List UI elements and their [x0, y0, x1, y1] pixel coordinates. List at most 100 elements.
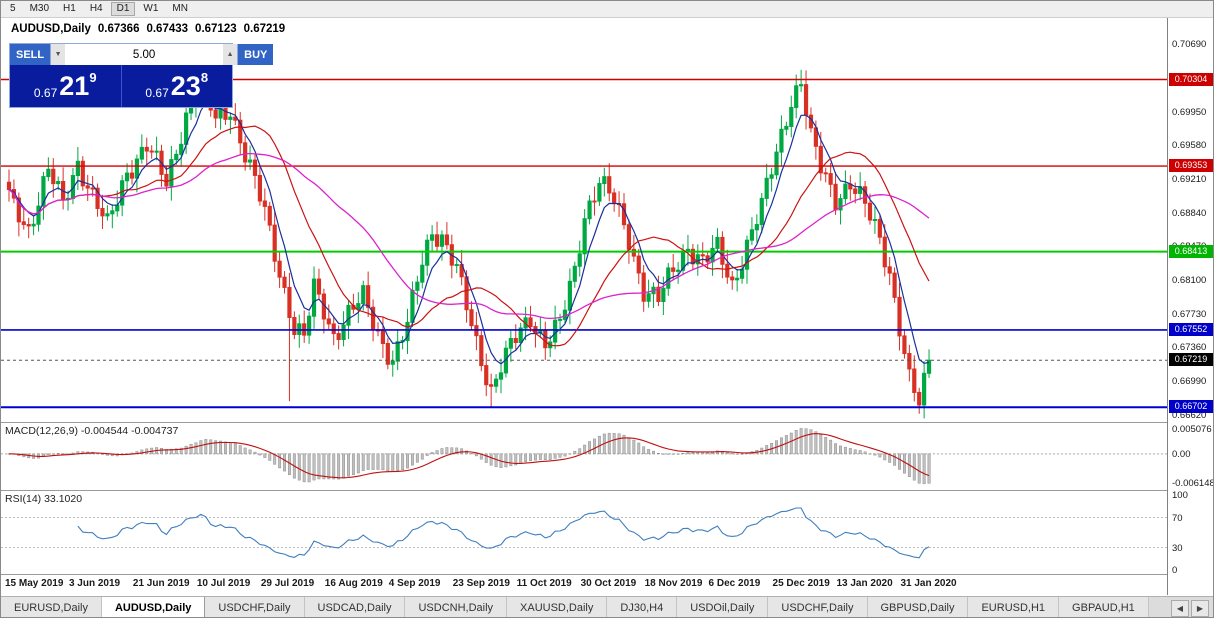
macd-histogram-bar [538, 453, 542, 460]
tab-dj30-h4[interactable]: DJ30,H4 [607, 597, 678, 617]
macd-histogram-bar [794, 430, 798, 455]
timeframe-m30-button[interactable]: M30 [24, 2, 55, 16]
candle-body [277, 260, 282, 278]
price-axis-label: 0.69210 [1172, 174, 1207, 186]
candle-body [257, 174, 263, 202]
candle-body [892, 272, 897, 298]
candle-body [897, 296, 902, 337]
candle-body [754, 224, 759, 231]
volume-increase-button[interactable]: ▲ [223, 44, 238, 65]
candle-body [543, 329, 548, 349]
sell-price-display[interactable]: 0.67 21 9 [10, 65, 122, 107]
tab-usdchf-daily-2[interactable]: USDCHF,Daily [768, 597, 868, 617]
macd-histogram-bar [588, 441, 592, 455]
candle-body [134, 158, 140, 179]
macd-histogram-bar [347, 453, 350, 477]
candle-body [833, 183, 838, 211]
candle-body [607, 176, 612, 194]
rsi-pane[interactable] [1, 491, 1167, 574]
timeframe-w1-button[interactable]: W1 [137, 2, 164, 16]
price-axis-label: 0.70690 [1172, 39, 1207, 51]
tab-usdoil-daily[interactable]: USDOil,Daily [677, 597, 769, 617]
macd-histogram-bar [898, 453, 901, 470]
price-axis-label: 0.69950 [1172, 106, 1207, 118]
candle-body [631, 248, 636, 257]
tab-usdchf-daily[interactable]: USDCHF,Daily [205, 597, 305, 617]
candle-body [336, 333, 341, 341]
macd-histogram-bar [356, 453, 360, 474]
macd-histogram-bar [524, 453, 528, 463]
macd-histogram-bar [184, 445, 188, 455]
macd-histogram-bar [804, 428, 808, 455]
volume-decrease-button[interactable]: ▼ [51, 44, 66, 65]
macd-histogram-bar [302, 453, 306, 483]
macd-histogram-bar [883, 453, 887, 461]
candle-body [774, 151, 779, 176]
macd-histogram-bar [243, 447, 247, 455]
candle-body [454, 264, 459, 267]
volume-input[interactable] [65, 44, 224, 65]
candle-body [562, 309, 568, 320]
macd-histogram-bar [612, 433, 616, 455]
chart-tab-bar: EURUSD,Daily AUDUSD,Daily USDCHF,Daily U… [1, 596, 1213, 617]
tab-eurusd-h1[interactable]: EURUSD,H1 [968, 597, 1060, 617]
candle-body [223, 107, 228, 120]
pane-divider[interactable] [1, 422, 1213, 423]
candle-body [744, 239, 750, 270]
tab-eurusd-daily[interactable]: EURUSD,Daily [1, 597, 102, 617]
candle-body [725, 263, 730, 278]
candle-body [51, 168, 56, 185]
buy-price-display[interactable]: 0.67 23 8 [122, 65, 233, 107]
timeframe-mn-button[interactable]: MN [166, 2, 194, 16]
candle-body [149, 150, 154, 153]
macd-histogram-bar [529, 453, 532, 462]
macd-histogram-bar [691, 452, 695, 455]
macd-histogram-bar [888, 453, 892, 463]
sell-button[interactable]: SELL [10, 44, 51, 65]
macd-indicator-label: MACD(12,26,9) -0.004544 -0.004737 [5, 425, 179, 437]
macd-pane[interactable] [1, 423, 1167, 490]
macd-histogram-bar [902, 453, 906, 474]
tab-usdcad-daily[interactable]: USDCAD,Daily [304, 597, 406, 617]
tab-xauusd-daily[interactable]: XAUUSD,Daily [507, 597, 608, 617]
candle-body [395, 341, 400, 362]
chart-high-value: 0.67433 [146, 23, 189, 35]
tab-usdcnh-daily[interactable]: USDCNH,Daily [405, 597, 508, 617]
pane-divider[interactable] [1, 490, 1213, 491]
candle-body [572, 265, 577, 282]
date-axis-label: 30 Oct 2019 [580, 578, 637, 589]
candle-body [129, 172, 135, 179]
candle-body [21, 221, 26, 225]
candle-body [799, 84, 804, 87]
candle-body [430, 234, 435, 241]
chart-close-value: 0.67219 [243, 23, 286, 35]
candle-body [838, 198, 843, 211]
tab-gbpusd-daily[interactable]: GBPUSD,Daily [867, 597, 969, 617]
macd-histogram-bar [735, 453, 739, 455]
tab-audusd-daily[interactable]: AUDUSD,Daily [101, 597, 206, 617]
timeframe-h4-button[interactable]: H4 [84, 2, 109, 16]
buy-button[interactable]: BUY [238, 44, 274, 65]
macd-histogram-bar [514, 453, 518, 466]
candle-body [872, 219, 878, 222]
timeframe-m5-button[interactable]: 5 [4, 2, 22, 16]
tab-gbpaud-h1[interactable]: GBPAUD,H1 [1059, 597, 1149, 617]
tab-scroll-left-icon[interactable]: ◀ [1171, 599, 1189, 617]
candle-body [513, 338, 518, 344]
rsi-axis-label: 100 [1172, 490, 1188, 501]
candle-body [641, 272, 646, 302]
macd-histogram-bar [922, 453, 926, 485]
timeframe-d1-button[interactable]: D1 [110, 2, 136, 16]
macd-histogram-bar [474, 453, 478, 457]
macd-histogram-bar [342, 453, 346, 479]
macd-histogram-bar [927, 453, 931, 484]
macd-histogram-bar [681, 453, 685, 455]
macd-histogram-bar [273, 453, 277, 465]
tab-scroll-right-icon[interactable]: ▶ [1191, 599, 1209, 617]
candle-body [174, 153, 179, 161]
macd-histogram-bar [504, 453, 508, 468]
macd-histogram-bar [617, 433, 621, 455]
macd-axis-label: 0.00 [1172, 448, 1191, 460]
macd-histogram-bar [558, 453, 562, 458]
timeframe-h1-button[interactable]: H1 [57, 2, 82, 16]
